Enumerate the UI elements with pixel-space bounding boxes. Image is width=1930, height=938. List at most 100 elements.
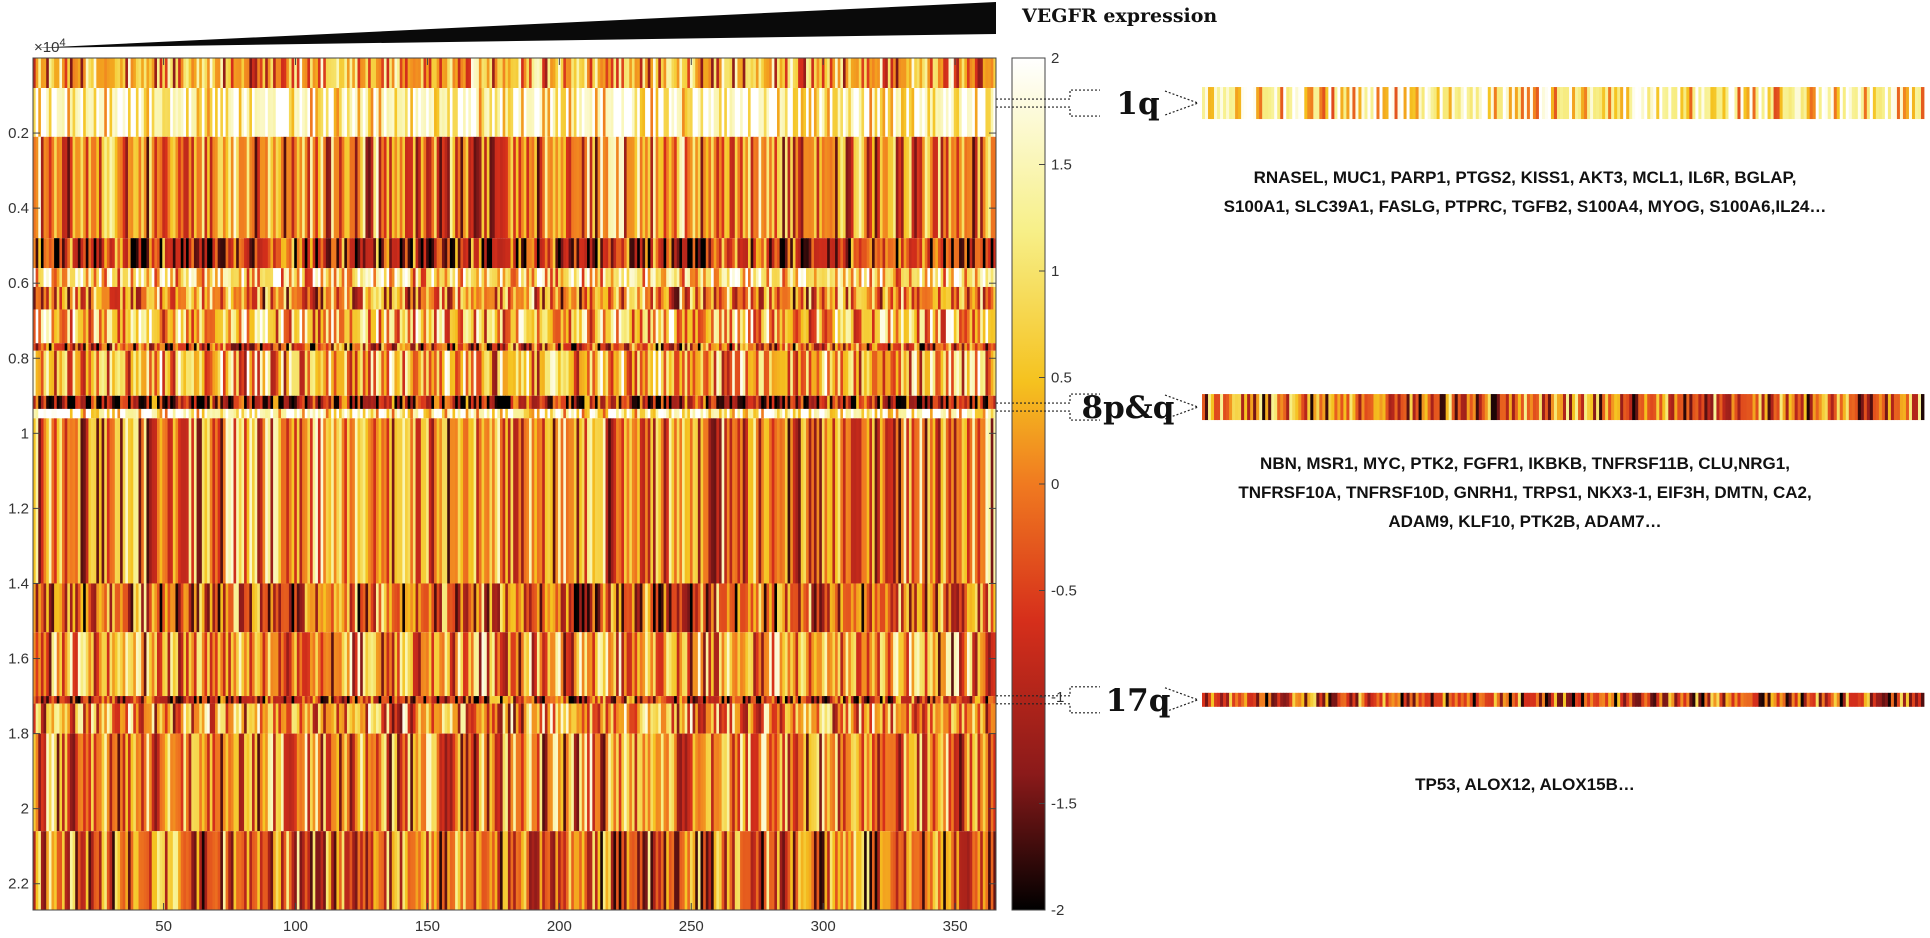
heatmap-cell bbox=[774, 238, 778, 269]
heatmap-cell bbox=[259, 238, 263, 269]
heatmap-cell bbox=[412, 309, 416, 344]
heatmap-cell bbox=[175, 395, 179, 409]
heatmap-cell bbox=[848, 136, 852, 239]
heatmap-cell bbox=[684, 583, 688, 633]
heatmap-cell bbox=[33, 136, 37, 239]
heatmap-cell bbox=[808, 343, 812, 351]
heatmap-cell bbox=[125, 408, 129, 419]
heatmap-cell bbox=[676, 350, 680, 396]
heatmap-cell bbox=[360, 286, 364, 310]
heatmap-cell bbox=[307, 395, 311, 409]
heatmap-cell bbox=[660, 583, 664, 633]
heatmap-cell bbox=[410, 88, 414, 137]
heatmap-cell bbox=[468, 418, 472, 584]
heatmap-cell bbox=[766, 238, 770, 269]
heatmap-cell bbox=[650, 408, 654, 419]
heatmap-cell bbox=[937, 583, 941, 633]
heatmap-cell bbox=[769, 418, 773, 584]
heatmap-cell bbox=[893, 268, 897, 287]
heatmap-cell bbox=[146, 58, 150, 89]
heatmap-cell bbox=[724, 350, 728, 396]
heatmap-cell bbox=[439, 136, 443, 239]
heatmap-cell bbox=[375, 418, 380, 584]
heatmap-cell bbox=[980, 136, 984, 239]
heatmap-cell bbox=[964, 238, 968, 269]
heatmap-cell bbox=[499, 408, 504, 419]
heatmap-cell bbox=[711, 343, 715, 351]
heatmap-cell bbox=[571, 343, 575, 351]
heatmap-cell bbox=[523, 88, 527, 137]
heatmap-cell bbox=[478, 136, 482, 239]
heatmap-cell bbox=[956, 268, 960, 287]
heatmap-cell bbox=[186, 58, 190, 89]
heatmap-cell bbox=[405, 408, 409, 419]
heatmap-cell bbox=[914, 238, 918, 269]
heatmap-cell bbox=[626, 632, 630, 697]
heatmap-cell bbox=[687, 350, 691, 396]
heatmap-cell bbox=[755, 58, 759, 89]
heatmap-cell bbox=[674, 408, 678, 419]
heatmap-cell bbox=[399, 286, 403, 310]
heatmap-cell bbox=[378, 343, 382, 351]
heatmap-cell bbox=[455, 286, 459, 310]
heatmap-cell bbox=[581, 238, 585, 269]
heatmap-cell bbox=[112, 408, 116, 419]
heatmap-cell bbox=[581, 632, 585, 697]
heatmap-cell bbox=[85, 136, 89, 239]
heatmap-cell bbox=[668, 88, 672, 137]
heatmap-cell bbox=[645, 395, 649, 409]
heatmap-cell bbox=[695, 350, 699, 396]
heatmap-cell bbox=[215, 350, 219, 396]
heatmap-cell bbox=[215, 408, 219, 419]
heatmap-cell bbox=[602, 350, 606, 396]
heatmap-cell bbox=[257, 418, 261, 584]
heatmap-cell bbox=[550, 583, 554, 633]
heatmap-cell bbox=[718, 583, 723, 633]
heatmap-cell bbox=[333, 58, 337, 89]
heatmap-cell bbox=[283, 136, 287, 239]
heatmap-cell bbox=[54, 418, 58, 584]
heatmap-cell bbox=[183, 136, 187, 239]
heatmap-cell bbox=[623, 408, 628, 419]
heatmap-cell bbox=[742, 88, 746, 137]
heatmap-cell bbox=[953, 583, 957, 633]
heatmap-cell bbox=[589, 58, 593, 89]
heatmap-cell bbox=[832, 583, 836, 633]
heatmap-cell bbox=[254, 268, 258, 287]
heatmap-cell bbox=[77, 268, 81, 287]
heatmap-cell bbox=[426, 408, 430, 419]
heatmap-cell bbox=[787, 583, 791, 633]
heatmap-cell bbox=[571, 632, 575, 697]
heatmap-cell bbox=[956, 418, 960, 584]
heatmap-cell bbox=[763, 350, 767, 396]
heatmap-cell bbox=[325, 286, 329, 310]
heatmap-cell bbox=[497, 583, 501, 633]
heatmap-cell bbox=[328, 343, 332, 351]
heatmap-cell bbox=[244, 395, 248, 409]
heatmap-cell bbox=[705, 418, 709, 584]
heatmap-cell bbox=[700, 238, 704, 269]
heatmap-cell bbox=[162, 88, 166, 137]
heatmap-cell bbox=[157, 350, 161, 396]
heatmap-cell bbox=[951, 583, 955, 633]
heatmap-cell bbox=[811, 343, 815, 351]
heatmap-cell bbox=[399, 88, 403, 137]
heatmap-cell bbox=[54, 350, 58, 396]
heatmap-cell bbox=[792, 309, 796, 344]
heatmap-cell bbox=[64, 238, 68, 269]
heatmap-cell bbox=[91, 408, 95, 419]
heatmap-cell bbox=[386, 58, 390, 89]
heatmap-cell bbox=[676, 309, 680, 344]
heatmap-cell bbox=[101, 136, 105, 239]
heatmap-cell bbox=[209, 343, 213, 351]
heatmap-cell bbox=[647, 268, 651, 287]
heatmap-cell bbox=[573, 268, 577, 287]
heatmap-cell bbox=[697, 418, 701, 584]
heatmap-cell bbox=[267, 309, 271, 344]
heatmap-cell bbox=[655, 343, 659, 351]
heatmap-cell bbox=[35, 408, 39, 419]
heatmap-cell bbox=[671, 88, 675, 137]
heatmap-cell bbox=[354, 309, 358, 344]
heatmap-cell bbox=[647, 309, 651, 344]
heatmap-cell bbox=[122, 136, 126, 239]
